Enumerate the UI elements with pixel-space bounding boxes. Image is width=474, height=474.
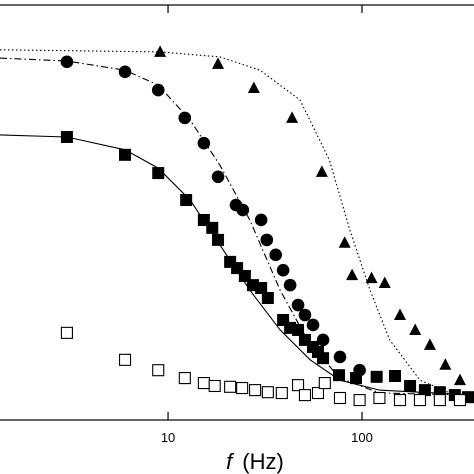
circle-marker <box>298 308 312 322</box>
circle-marker <box>306 318 320 332</box>
circle-marker <box>151 83 165 97</box>
triangle-marker <box>393 308 406 321</box>
open-square-marker <box>224 380 237 393</box>
circle-marker <box>178 111 192 125</box>
triangle-marker <box>365 271 378 284</box>
square-marker <box>119 148 132 161</box>
fit-line <box>0 57 474 396</box>
triangle-marker <box>439 358 452 370</box>
square-marker <box>212 233 225 246</box>
open-square-marker <box>249 384 262 397</box>
open-square-marker <box>298 389 311 402</box>
square-marker <box>152 167 165 180</box>
open-square-marker <box>60 326 73 339</box>
square-marker <box>418 384 431 397</box>
triangle-marker <box>212 57 225 69</box>
circle-marker <box>236 203 250 217</box>
open-square-marker <box>433 394 446 407</box>
circle-marker <box>333 350 347 364</box>
square-marker <box>238 269 251 282</box>
square-marker <box>317 352 330 365</box>
fit-line <box>0 49 474 397</box>
circle-marker <box>211 170 225 184</box>
circle-marker <box>118 65 132 79</box>
open-square-marker <box>152 364 165 377</box>
x-tick-label: 10 <box>161 430 175 445</box>
open-square-marker <box>118 353 132 366</box>
circle-marker <box>316 333 330 347</box>
open-square-marker <box>393 394 407 407</box>
open-square-marker <box>178 372 191 385</box>
triangle-marker <box>286 111 299 123</box>
x-label-unit: (Hz) <box>242 449 284 474</box>
open-square-marker <box>373 391 386 405</box>
triangle-marker <box>154 45 167 57</box>
circle-marker <box>269 248 283 262</box>
circle-marker <box>353 363 366 377</box>
square-marker <box>246 279 259 292</box>
circle-marker <box>254 213 268 227</box>
circle-marker <box>60 55 74 69</box>
x-axis-label: f (Hz) <box>226 449 284 474</box>
open-square-marker <box>197 377 210 390</box>
open-square-marker <box>333 391 347 405</box>
triangle-marker <box>378 276 391 289</box>
open-square-marker <box>318 377 331 390</box>
triangle-marker <box>346 268 359 281</box>
triangle-marker <box>423 338 436 350</box>
triangle-marker <box>338 236 351 248</box>
open-square-marker <box>275 386 288 400</box>
square-marker <box>332 369 345 382</box>
triangle-marker <box>409 323 422 335</box>
plot-frame <box>0 4 474 421</box>
open-square-marker <box>353 394 366 407</box>
open-square-marker <box>261 386 274 399</box>
circle-marker <box>276 263 290 277</box>
open-square-marker <box>291 379 305 392</box>
triangle-marker <box>453 373 466 386</box>
square-marker <box>60 130 73 143</box>
triangle-marker <box>315 165 328 177</box>
square-marker <box>261 291 274 304</box>
open-square-marker <box>236 381 249 395</box>
circle-marker <box>283 278 297 292</box>
circle-marker <box>197 136 211 150</box>
circle-marker <box>291 298 305 312</box>
triangle-marker <box>247 81 260 93</box>
open-square-marker <box>208 379 221 393</box>
x-tick-label: 100 <box>351 430 373 445</box>
x-label-symbol: f <box>226 449 235 474</box>
square-marker <box>389 370 402 383</box>
open-square-marker <box>413 394 427 407</box>
circle-marker <box>260 233 274 247</box>
square-marker <box>255 282 268 295</box>
open-square-marker <box>453 394 467 407</box>
square-marker <box>180 194 193 207</box>
square-marker <box>292 323 305 336</box>
square-marker <box>404 379 417 392</box>
square-marker <box>370 370 383 383</box>
open-square-marker <box>311 386 325 400</box>
square-marker <box>206 221 219 234</box>
